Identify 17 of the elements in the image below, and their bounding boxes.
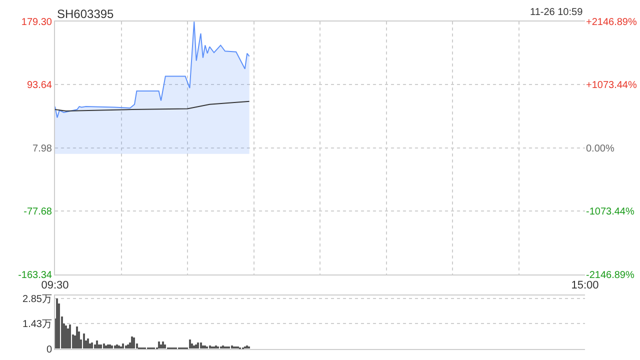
y-tick-label: -77.68 (24, 206, 52, 218)
y-tick-label: 2.85万 (22, 294, 52, 305)
y2-tick-label: +2146.89% (586, 16, 637, 28)
y2-tick-label: -1073.44% (586, 206, 634, 218)
x-tick-label: 09:30 (41, 280, 69, 292)
chart-title: SH603395 (57, 7, 114, 21)
y2-tick-label: 0.00% (586, 143, 614, 154)
y-tick-label: 1.43万 (22, 319, 52, 330)
y-tick-label: 7.98 (32, 143, 52, 154)
x-tick-label: 15:00 (571, 280, 599, 292)
y-tick-label: 0 (46, 344, 52, 356)
y-tick-label: -163.34 (18, 270, 52, 281)
y2-tick-label: +1073.44% (586, 80, 637, 92)
y-tick-label: 93.64 (26, 80, 52, 92)
y2-tick-label: -2146.89% (586, 270, 634, 281)
y-tick-label: 179.30 (21, 16, 52, 28)
text: 11-26 10:59 (530, 7, 584, 18)
